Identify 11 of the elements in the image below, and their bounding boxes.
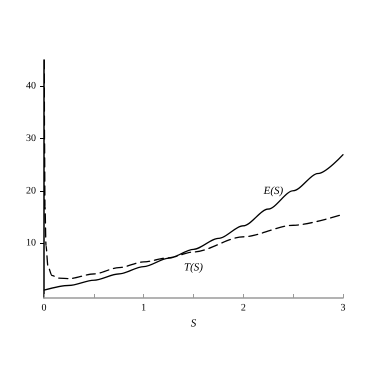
y-tick-label: 30 bbox=[26, 132, 36, 144]
x-tick-label: 1 bbox=[141, 302, 146, 314]
y-tick-label: 10 bbox=[26, 238, 36, 249]
x-tick-label: 3 bbox=[340, 302, 346, 314]
series-label: E(S) bbox=[262, 184, 284, 197]
x-tick-label: 0 bbox=[42, 302, 46, 314]
series-label: T(S) bbox=[184, 261, 204, 274]
x-tick-label: 2 bbox=[240, 302, 246, 314]
y-tick-label: 20 bbox=[26, 185, 36, 196]
x-axis-title: S bbox=[190, 317, 197, 330]
y-tick-label: 40 bbox=[26, 80, 36, 92]
